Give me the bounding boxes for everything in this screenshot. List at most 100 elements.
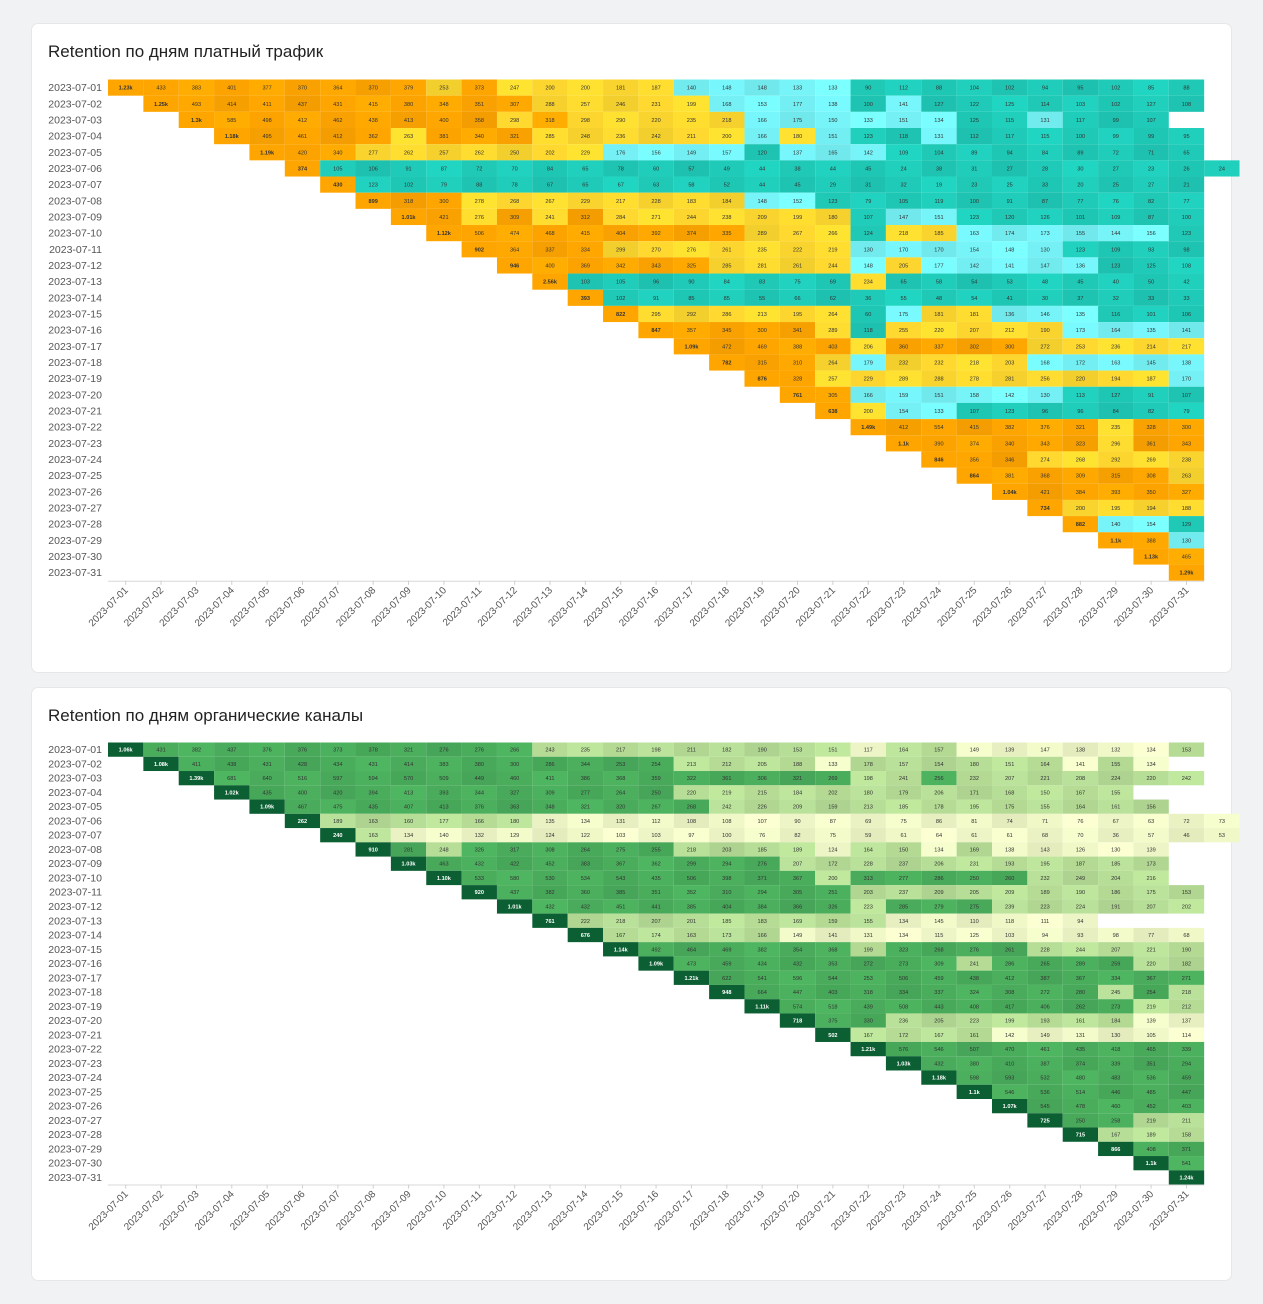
cell-value: 322 [687, 776, 696, 782]
heatmap-cell [1027, 742, 1063, 757]
heatmap-cell [850, 289, 886, 306]
heatmap-cell [956, 899, 992, 914]
heatmap-cell [1133, 419, 1169, 436]
heatmap-cell [1027, 241, 1063, 258]
cell-value: 315 [1111, 474, 1120, 480]
heatmap-cell [1098, 1041, 1134, 1057]
heatmap-cell [1133, 386, 1169, 403]
heatmap-cell [921, 111, 957, 129]
heatmap-cell [603, 785, 639, 800]
cell-value: 284 [616, 215, 625, 221]
heatmap-cell [992, 813, 1028, 829]
cell-value: 212 [1005, 328, 1014, 334]
cell-value: 46 [1183, 833, 1189, 839]
heatmap-cell [921, 1056, 957, 1071]
cell-value: 386 [581, 776, 590, 782]
cell-value: 223 [1040, 904, 1049, 910]
cell-value: 431 [156, 748, 165, 754]
organic-channels-panel: Retention по дням органические каналы 1.… [32, 688, 1240, 1280]
heatmap-cell [1133, 467, 1169, 484]
cell-value: 131 [934, 134, 943, 140]
heatmap-cell [426, 208, 462, 226]
cell-value: 100 [722, 833, 731, 839]
cell-value: 309 [1076, 474, 1085, 480]
cell-value: 495 [262, 134, 271, 140]
cell-value: 382 [545, 890, 554, 896]
cell-value: 70 [512, 166, 518, 172]
heatmap-cell [709, 742, 745, 757]
cell-value: 84 [724, 280, 730, 286]
cell-value: 137 [1182, 1019, 1191, 1025]
heatmap-cell [956, 771, 992, 786]
heatmap-cell [1027, 451, 1063, 468]
heatmap-cell [992, 785, 1028, 800]
heatmap-cell [992, 160, 1028, 177]
heatmap-cell [850, 386, 886, 403]
heatmap-cell [320, 176, 356, 193]
cell-value: 107 [1146, 118, 1155, 124]
heatmap-cell [638, 305, 674, 323]
cell-value: 640 [262, 776, 271, 782]
cell-value: 1.09k [649, 962, 664, 968]
heatmap-cell [673, 870, 710, 886]
cell-value: 105 [899, 199, 908, 205]
cell-value: 437 [298, 102, 307, 108]
cell-value: 1.09k [684, 344, 699, 350]
cell-value: 241 [970, 962, 979, 968]
heatmap-cell [779, 95, 816, 112]
heatmap-cell [496, 885, 533, 900]
heatmap-cell [214, 128, 250, 145]
cell-value: 256 [934, 776, 943, 782]
heatmap-cell [956, 160, 992, 177]
heatmap-cell [885, 225, 922, 242]
cell-value: 421 [439, 215, 448, 221]
heatmap-cell [992, 354, 1028, 371]
heatmap-cell [885, 842, 922, 857]
heatmap-cell [673, 160, 710, 177]
cell-value: 415 [970, 425, 979, 431]
heatmap-cell [567, 899, 604, 914]
cell-value: 345 [722, 328, 731, 334]
cell-value: 380 [475, 762, 484, 768]
cell-value: 469 [757, 344, 766, 350]
heatmap-cell [1098, 927, 1134, 943]
cell-value: 65 [1183, 150, 1189, 156]
cell-value: 428 [298, 762, 307, 768]
cell-value: 143 [1040, 847, 1049, 853]
heatmap-cell [850, 785, 886, 800]
heatmap-cell [850, 241, 886, 258]
heatmap-cell [1062, 241, 1099, 258]
heatmap-cell [1098, 192, 1134, 209]
heatmap-cell [1098, 79, 1134, 96]
cell-value: 681 [227, 776, 236, 782]
heatmap-cell [709, 771, 745, 786]
cell-value: 507 [970, 1047, 979, 1053]
heatmap-cell [921, 956, 957, 971]
heatmap-cell [1133, 402, 1169, 420]
y-tick-label: 2023-07-06 [48, 815, 102, 827]
cell-value: 186 [1111, 890, 1120, 896]
cell-value: 404 [722, 904, 731, 910]
cell-value: 289 [1076, 962, 1085, 968]
heatmap-cell [744, 942, 780, 957]
heatmap-cell [1062, 144, 1099, 161]
heatmap-cell [638, 160, 674, 177]
heatmap-cell [921, 305, 957, 323]
cell-value: 218 [970, 360, 979, 366]
cell-value: 1.12k [437, 231, 452, 237]
cell-value: 154 [934, 762, 943, 768]
cell-value: 38 [794, 166, 800, 172]
heatmap-cell [426, 128, 462, 145]
cell-value: 1.23k [119, 86, 134, 92]
cell-value: 91 [653, 296, 659, 302]
cell-value: 199 [864, 947, 873, 953]
cell-value: 664 [757, 990, 766, 996]
cell-value: 308 [545, 847, 554, 853]
heatmap-cell [390, 111, 427, 129]
heatmap-cell [850, 1027, 886, 1042]
cell-value: 151 [899, 118, 908, 124]
heatmap-cell [1168, 483, 1205, 500]
heatmap-cell [1204, 160, 1240, 177]
cell-value: 188 [793, 762, 802, 768]
heatmap-cell [461, 771, 497, 786]
